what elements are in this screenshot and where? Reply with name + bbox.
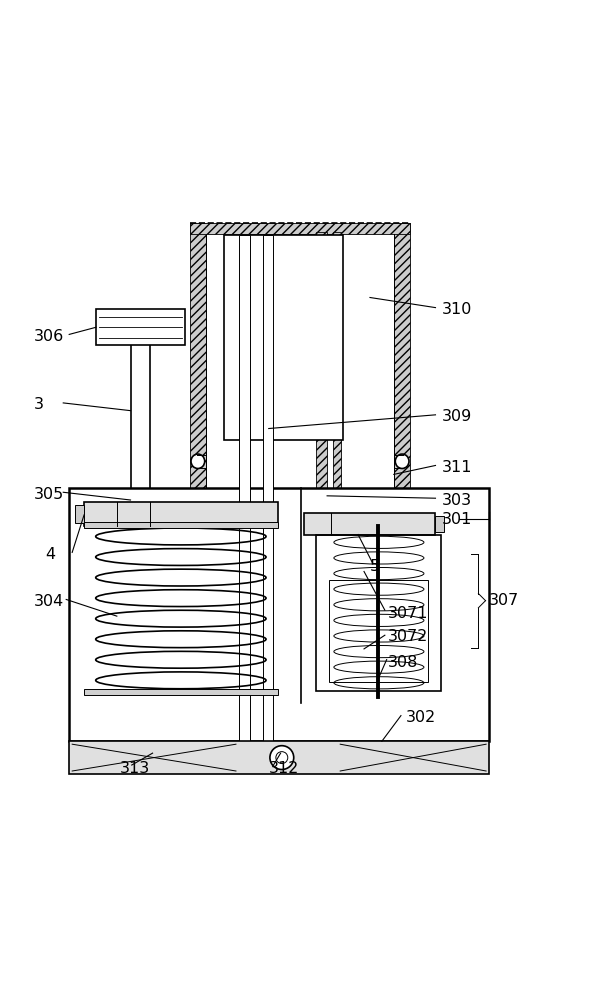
Bar <box>435 516 444 532</box>
Text: 313: 313 <box>120 761 150 776</box>
Bar <box>69 741 489 774</box>
Circle shape <box>270 746 294 770</box>
Bar <box>316 535 441 691</box>
Bar <box>75 505 84 523</box>
Text: 310: 310 <box>441 302 472 317</box>
Text: 305: 305 <box>33 487 64 502</box>
Text: 307: 307 <box>489 593 519 608</box>
Bar <box>316 232 327 741</box>
Text: 309: 309 <box>441 409 472 424</box>
Text: 308: 308 <box>388 655 418 670</box>
Text: 302: 302 <box>406 710 436 725</box>
Text: 306: 306 <box>33 329 64 344</box>
Text: 3072: 3072 <box>388 629 428 644</box>
Bar <box>69 488 489 741</box>
Bar <box>131 327 150 741</box>
Text: 312: 312 <box>269 761 299 776</box>
Bar <box>304 513 435 535</box>
Bar <box>239 235 250 741</box>
Ellipse shape <box>395 454 409 468</box>
Text: 303: 303 <box>441 493 472 508</box>
Bar <box>84 502 278 526</box>
Bar <box>333 232 341 741</box>
Bar <box>84 522 278 528</box>
Bar <box>84 689 278 695</box>
Ellipse shape <box>191 454 205 468</box>
Bar <box>189 223 411 234</box>
Bar <box>330 580 428 682</box>
Text: 304: 304 <box>33 594 64 609</box>
Bar <box>96 309 185 345</box>
Text: 3071: 3071 <box>388 606 428 621</box>
Text: 3: 3 <box>33 397 44 412</box>
Bar <box>394 223 411 491</box>
Text: 4: 4 <box>45 547 56 562</box>
Bar <box>224 235 343 440</box>
Bar <box>263 235 273 741</box>
Text: 5: 5 <box>370 559 380 574</box>
Bar <box>189 223 206 491</box>
Text: 301: 301 <box>441 512 472 527</box>
Text: 311: 311 <box>441 460 472 475</box>
